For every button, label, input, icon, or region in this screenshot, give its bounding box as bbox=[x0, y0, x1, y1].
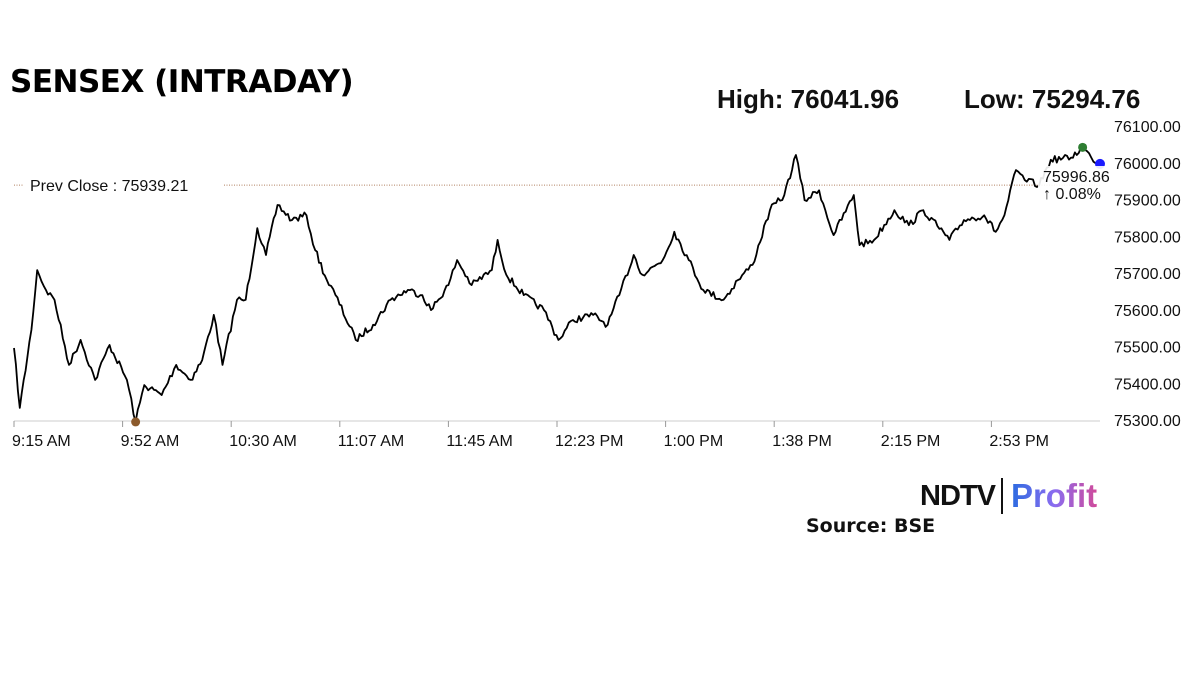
source-label: Source: BSE bbox=[806, 515, 936, 537]
logo-profit: Profit bbox=[1010, 477, 1098, 514]
high-marker bbox=[1078, 142, 1088, 152]
y-tick-label: 75600.00 bbox=[1114, 303, 1181, 320]
x-tick-label: 10:30 AM bbox=[229, 433, 297, 450]
last-value: 75996.86 bbox=[1043, 169, 1110, 186]
y-tick-label: 75400.00 bbox=[1114, 376, 1181, 393]
x-tick-label: 2:53 PM bbox=[989, 433, 1049, 450]
y-tick-label: 75700.00 bbox=[1114, 266, 1181, 283]
x-tick-label: 11:45 AM bbox=[446, 433, 512, 450]
x-tick-label: 9:15 AM bbox=[12, 433, 71, 450]
prev-close-label-bg bbox=[24, 174, 224, 197]
prev-close-label: Prev Close : 75939.21 bbox=[30, 178, 188, 195]
high-label: High: 76041.96 bbox=[717, 84, 900, 114]
x-tick-label: 12:23 PM bbox=[555, 433, 623, 450]
x-tick-label: 1:00 PM bbox=[664, 433, 724, 450]
last-change: ↑ 0.08% bbox=[1043, 186, 1101, 203]
x-tick-label: 1:38 PM bbox=[772, 433, 832, 450]
series-line bbox=[13, 146, 1101, 423]
y-tick-label: 75500.00 bbox=[1114, 340, 1181, 357]
y-tick-label: 75300.00 bbox=[1114, 413, 1181, 430]
y-tick-label: 75800.00 bbox=[1114, 229, 1181, 246]
y-tick-label: 76000.00 bbox=[1114, 156, 1181, 173]
last-label-bg bbox=[1038, 166, 1110, 206]
ndtv-profit-logo: NDTV Profit bbox=[920, 476, 1097, 516]
x-tick-label: 11:07 AM bbox=[338, 433, 404, 450]
x-tick-label: 9:52 AM bbox=[121, 433, 180, 450]
logo-ndtv: NDTV bbox=[920, 479, 996, 512]
y-tick-label: 76100.00 bbox=[1114, 119, 1181, 136]
x-tick-label: 2:15 PM bbox=[881, 433, 941, 450]
chart-title: SENSEX (INTRADAY) bbox=[10, 64, 354, 100]
low-marker bbox=[131, 417, 141, 427]
logo-divider bbox=[1000, 478, 1003, 514]
low-label: Low: 75294.76 bbox=[964, 84, 1141, 114]
y-tick-label: 75900.00 bbox=[1114, 193, 1181, 210]
